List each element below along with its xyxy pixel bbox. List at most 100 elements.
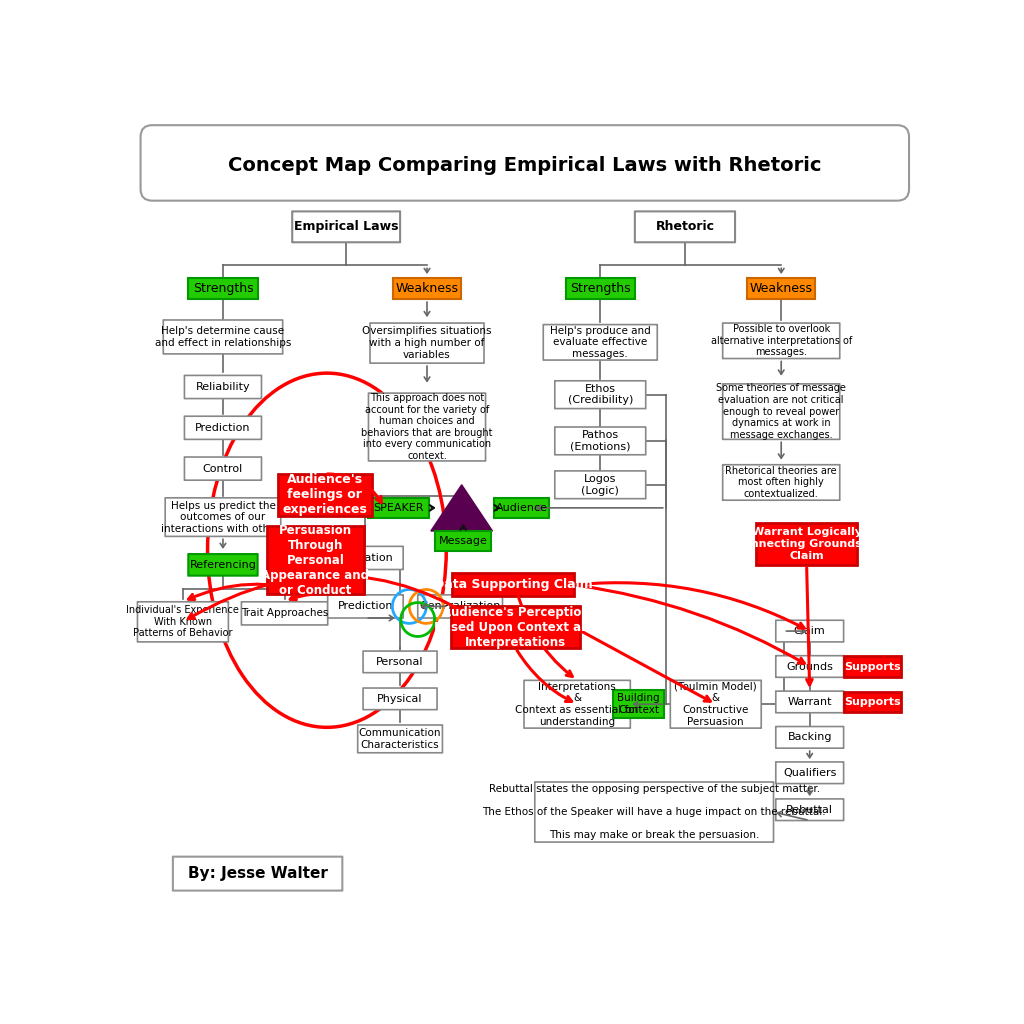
Text: Qualifiers: Qualifiers <box>783 768 837 778</box>
Text: Persuasion
Through
Personal
Appearance and
or Conduct: Persuasion Through Personal Appearance a… <box>261 523 370 597</box>
FancyBboxPatch shape <box>357 725 442 753</box>
Text: Rebuttal: Rebuttal <box>786 805 834 815</box>
FancyBboxPatch shape <box>723 323 840 358</box>
Text: Prediction: Prediction <box>196 423 251 433</box>
Text: Rhetoric: Rhetoric <box>655 220 715 233</box>
FancyBboxPatch shape <box>671 680 761 728</box>
FancyBboxPatch shape <box>267 526 364 594</box>
Text: Some theories of message
evaluation are not critical
enough to reveal power
dyna: Some theories of message evaluation are … <box>716 383 846 440</box>
Text: Data Supporting Claim: Data Supporting Claim <box>434 579 593 592</box>
Text: Supports: Supports <box>844 697 900 707</box>
Text: Rebuttal states the opposing perspective of the subject matter.

The Ethos of th: Rebuttal states the opposing perspective… <box>482 783 826 841</box>
FancyBboxPatch shape <box>635 211 735 243</box>
FancyBboxPatch shape <box>165 498 281 537</box>
Text: Warrant: Warrant <box>787 697 831 707</box>
FancyBboxPatch shape <box>748 278 815 299</box>
Text: Generalization: Generalization <box>420 601 501 611</box>
Text: Communication
Characteristics: Communication Characteristics <box>358 728 441 750</box>
Polygon shape <box>431 484 493 531</box>
Text: Grounds: Grounds <box>786 662 834 672</box>
FancyBboxPatch shape <box>776 691 844 713</box>
Text: Warrant Logically
Connecting Grounds to
Claim: Warrant Logically Connecting Grounds to … <box>735 527 879 561</box>
Text: Reliability: Reliability <box>196 382 250 392</box>
Text: Backing: Backing <box>787 732 831 742</box>
FancyBboxPatch shape <box>555 471 646 499</box>
FancyBboxPatch shape <box>328 595 403 618</box>
FancyBboxPatch shape <box>776 655 844 677</box>
FancyBboxPatch shape <box>723 465 840 500</box>
FancyBboxPatch shape <box>613 690 665 718</box>
FancyBboxPatch shape <box>173 857 342 891</box>
Text: Audience: Audience <box>496 503 548 513</box>
Text: Audience's
feelings or
experiences: Audience's feelings or experiences <box>283 473 367 516</box>
Text: Individual's Experience
With Known
Patterns of Behavior: Individual's Experience With Known Patte… <box>127 605 240 638</box>
FancyBboxPatch shape <box>555 427 646 455</box>
Text: Helps us predict the
outcomes of our
interactions with others: Helps us predict the outcomes of our int… <box>161 501 285 534</box>
FancyBboxPatch shape <box>292 211 400 243</box>
Text: Message: Message <box>438 536 487 546</box>
FancyBboxPatch shape <box>535 782 773 842</box>
FancyBboxPatch shape <box>369 498 429 518</box>
Text: Supports: Supports <box>844 662 900 672</box>
FancyBboxPatch shape <box>844 656 900 677</box>
FancyBboxPatch shape <box>435 531 490 551</box>
Text: Weakness: Weakness <box>750 282 813 295</box>
Text: Rhetorical theories are
most often highly
contextualized.: Rhetorical theories are most often highl… <box>725 466 837 499</box>
Text: Help's determine cause
and effect in relationships: Help's determine cause and effect in rel… <box>155 326 291 348</box>
Text: Weakness: Weakness <box>395 282 459 295</box>
FancyBboxPatch shape <box>565 278 635 299</box>
FancyBboxPatch shape <box>776 621 844 642</box>
Text: By: Jesse Walter: By: Jesse Walter <box>187 866 328 881</box>
Text: Referencing: Referencing <box>189 560 256 570</box>
Text: (Toulmin Model)
&
Constructive
Persuasion: (Toulmin Model) & Constructive Persuasio… <box>675 682 757 727</box>
FancyBboxPatch shape <box>140 125 909 201</box>
FancyBboxPatch shape <box>184 376 261 398</box>
Text: Logos
(Logic): Logos (Logic) <box>582 474 620 496</box>
Text: This approach does not
account for the variety of
human choices and
behaviors th: This approach does not account for the v… <box>361 393 493 461</box>
FancyBboxPatch shape <box>524 680 631 728</box>
FancyBboxPatch shape <box>278 474 372 515</box>
Text: Strengths: Strengths <box>193 282 253 295</box>
Text: Causation: Causation <box>338 553 393 563</box>
Text: SPEAKER: SPEAKER <box>374 503 424 513</box>
FancyBboxPatch shape <box>364 651 437 673</box>
FancyBboxPatch shape <box>844 692 900 712</box>
FancyBboxPatch shape <box>555 381 646 409</box>
FancyBboxPatch shape <box>369 393 485 461</box>
FancyBboxPatch shape <box>184 416 261 439</box>
FancyBboxPatch shape <box>544 325 657 360</box>
FancyBboxPatch shape <box>364 688 437 710</box>
Text: Personal: Personal <box>376 656 424 667</box>
Text: Concept Map Comparing Empirical Laws with Rhetoric: Concept Map Comparing Empirical Laws wit… <box>228 156 821 175</box>
Text: Ethos
(Credibility): Ethos (Credibility) <box>567 384 633 406</box>
FancyBboxPatch shape <box>370 323 484 364</box>
FancyBboxPatch shape <box>494 498 550 518</box>
FancyBboxPatch shape <box>451 606 581 648</box>
FancyBboxPatch shape <box>418 595 503 618</box>
Text: Physical: Physical <box>377 694 423 703</box>
FancyBboxPatch shape <box>723 384 840 439</box>
FancyBboxPatch shape <box>776 726 844 749</box>
Text: Empirical Laws: Empirical Laws <box>294 220 398 233</box>
Text: Oversimplifies situations
with a high number of
variables: Oversimplifies situations with a high nu… <box>362 327 492 359</box>
Text: Help's produce and
evaluate effective
messages.: Help's produce and evaluate effective me… <box>550 326 650 359</box>
Text: Pathos
(Emotions): Pathos (Emotions) <box>570 430 631 452</box>
FancyBboxPatch shape <box>776 799 844 820</box>
FancyBboxPatch shape <box>393 278 461 299</box>
FancyBboxPatch shape <box>242 602 328 625</box>
FancyBboxPatch shape <box>328 547 403 569</box>
FancyBboxPatch shape <box>137 602 228 642</box>
Text: Building
Context: Building Context <box>617 693 660 715</box>
FancyBboxPatch shape <box>163 319 283 354</box>
Text: Control: Control <box>203 464 243 474</box>
FancyBboxPatch shape <box>453 573 574 596</box>
Text: Trait Approaches: Trait Approaches <box>241 608 329 618</box>
Text: Interpretations
&
Context as essential for
understanding: Interpretations & Context as essential f… <box>515 682 639 727</box>
FancyBboxPatch shape <box>188 278 258 299</box>
Text: Possible to overlook
alternative interpretations of
messages.: Possible to overlook alternative interpr… <box>711 325 852 357</box>
FancyBboxPatch shape <box>184 457 261 480</box>
FancyBboxPatch shape <box>756 523 857 565</box>
FancyBboxPatch shape <box>188 554 258 575</box>
FancyBboxPatch shape <box>776 762 844 783</box>
Text: Prediction: Prediction <box>338 601 393 611</box>
